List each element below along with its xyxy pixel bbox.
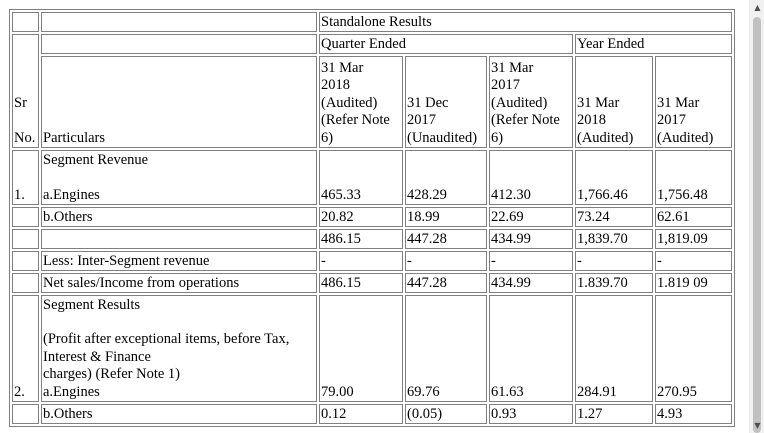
table-row: 1. Segment Revenue a.Engines 465.33 428.… [12,150,732,205]
table-row: b.Others 20.82 18.99 22.69 73.24 62.61 [12,207,732,227]
value-cell: 73.24 [575,207,653,227]
row-label: Less: Inter-Segment revenue [41,251,317,271]
scrollbar-thumb[interactable] [753,17,761,433]
value-cell: 412.30 [489,150,573,205]
row-label: b.Others [41,404,317,424]
col-header-q4-2018: 31 Mar 2018 (Audited) (Refer Note 6) [319,56,403,148]
value-cell: 447.28 [405,273,487,293]
value-cell: 1.27 [575,404,653,424]
sr-cell: 2. [12,295,39,402]
standalone-results-table: Standalone Results Sr No. Quarter Ended … [9,9,735,427]
value-cell: 79.00 [319,295,403,402]
value-cell: 1,766.46 [575,150,653,205]
scroll-down-arrow-icon[interactable]: ▼ [754,421,761,430]
sr-cell [12,273,39,293]
section-description: charges) (Refer Note 1) [43,366,181,382]
empty-cell [41,34,317,54]
row-label [41,229,317,249]
value-cell: 4.93 [655,404,732,424]
empty-cell [41,12,317,32]
col-header-q3-2017: 31 Dec 2017 (Unaudited) [405,56,487,148]
header-row-dates: Particulars 31 Mar 2018 (Audited) (Refer No… [12,56,732,148]
row-label: Net sales/Income from operations [41,273,317,293]
value-cell: 270.95 [655,295,732,402]
value-cell: 1.839.70 [575,273,653,293]
value-cell: 428.29 [405,150,487,205]
col-header-q4-2017: 31 Mar 2017 (Audited) (Refer Note 6) [489,56,573,148]
value-cell: 0.12 [319,404,403,424]
particulars-header: Particulars [41,56,317,148]
value-cell: - [319,251,403,271]
col-header-fy-2018: 31 Mar 2018 (Audited) [575,56,653,148]
standalone-results-heading: Standalone Results [319,12,732,32]
row-label: a.Engines [43,186,100,203]
particulars-cell: Segment Results (Profit after exceptiona… [41,295,317,402]
vertical-scrollbar[interactable]: ▲ ▼ [749,0,764,433]
row-label: b.Others [41,207,317,227]
col-header-fy-2017: 31 Mar 2017 (Audited) [655,56,732,148]
value-cell: 1,756.48 [655,150,732,205]
value-cell: 18.99 [405,207,487,227]
value-cell: 22.69 [489,207,573,227]
section-title: Segment Revenue [43,152,149,168]
year-ended-heading: Year Ended [575,34,732,54]
header-row-standalone: Standalone Results [12,12,732,32]
value-cell: 434.99 [489,273,573,293]
sr-cell [12,404,39,424]
table-row: 486.15 447.28 434.99 1,839.70 1,819.09 [12,229,732,249]
value-cell: - [405,251,487,271]
value-cell: 465.33 [319,150,403,205]
value-cell: 447.28 [405,229,487,249]
sr-cell: 1. [12,150,39,205]
section-description: Interest & Finance [43,348,151,365]
value-cell: 1.819 09 [655,273,732,293]
sr-cell [12,229,39,249]
sr-cell [12,207,39,227]
sr-label: Sr [14,95,27,111]
section-title: Segment Results [43,296,141,313]
value-cell: 284.91 [575,295,653,402]
table-row: b.Others 0.12 (0.05) 0.93 1.27 4.93 [12,404,732,424]
no-label: No. [14,129,36,146]
value-cell: 1,819.09 [655,229,732,249]
value-cell: 20.82 [319,207,403,227]
header-row-periods: Sr No. Quarter Ended Year Ended [12,34,732,148]
value-cell: 434.99 [489,229,573,249]
value-cell: - [575,251,653,271]
row-label: a.Engines [43,383,100,400]
value-cell: - [655,251,732,271]
value-cell: 62.61 [655,207,732,227]
table-row: Net sales/Income from operations 486.15 … [12,273,732,293]
particulars-cell: Segment Revenue a.Engines [41,150,317,205]
sr-cell [12,251,39,271]
value-cell: - [489,251,573,271]
value-cell: 61.63 [489,295,573,402]
value-cell: 486.15 [319,229,403,249]
sr-no-header: Sr No. [12,34,39,148]
value-cell: (0.05) [405,404,487,424]
value-cell: 0.93 [489,404,573,424]
table-row: 2. Segment Results (Profit after excepti… [12,295,732,402]
section-description: (Profit after exceptional items, before … [43,331,290,347]
scroll-up-arrow-icon[interactable]: ▲ [754,3,761,12]
value-cell: 69.76 [405,295,487,402]
empty-cell [12,12,39,32]
quarter-ended-heading: Quarter Ended [319,34,573,54]
table-row: Less: Inter-Segment revenue - - - - - [12,251,732,271]
value-cell: 1,839.70 [575,229,653,249]
value-cell: 486.15 [319,273,403,293]
